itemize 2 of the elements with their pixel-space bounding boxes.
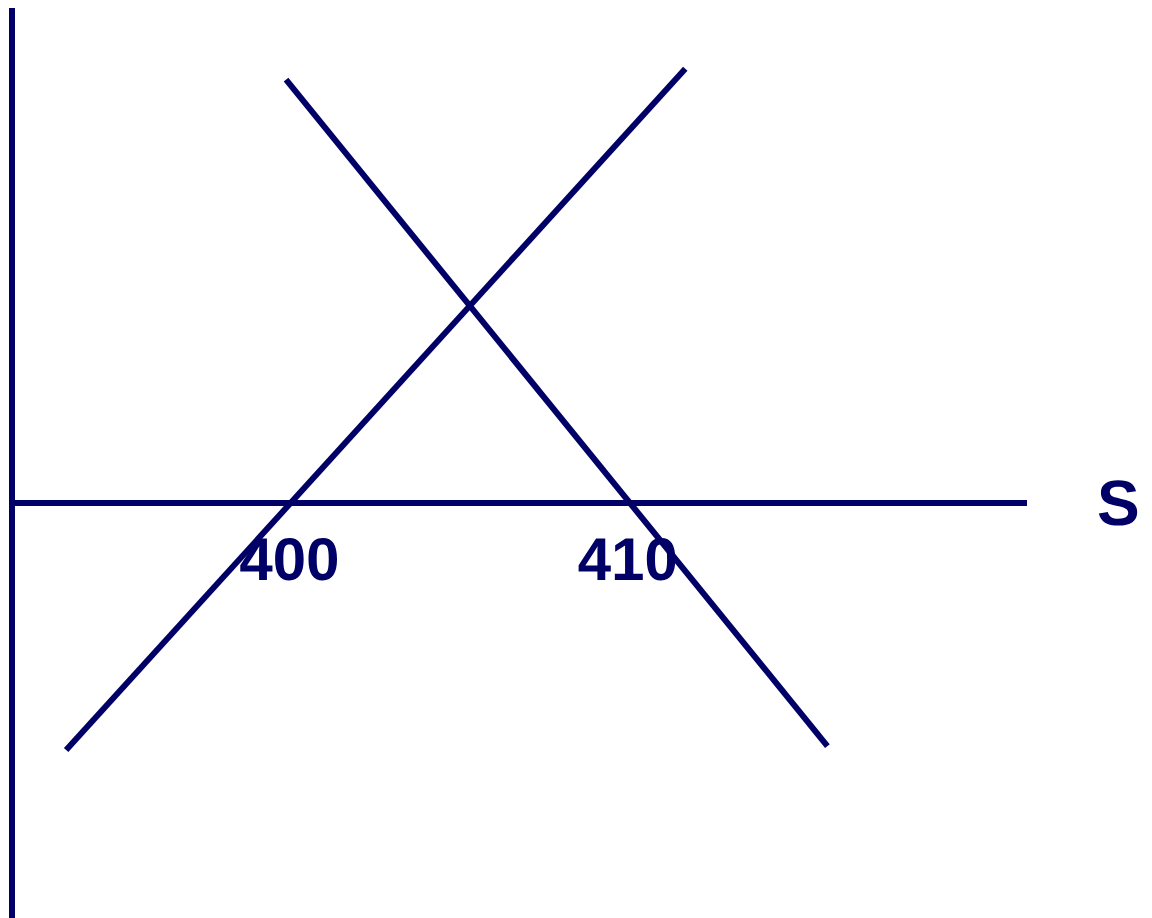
x-tick-label: 400 [240,537,337,581]
x-axis-title: S [1098,480,1138,526]
